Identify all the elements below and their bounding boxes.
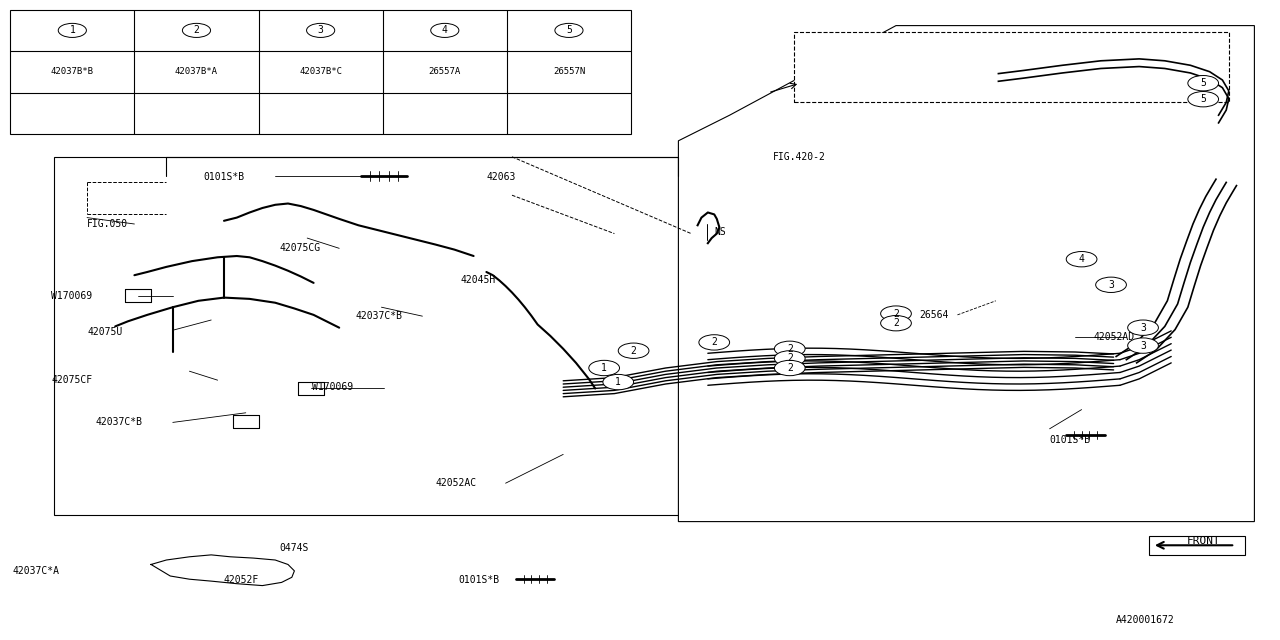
Text: 26564: 26564 bbox=[919, 310, 948, 320]
Circle shape bbox=[1096, 277, 1126, 292]
Text: 3: 3 bbox=[1108, 280, 1114, 290]
Text: 42037B*C: 42037B*C bbox=[300, 67, 342, 77]
Text: 42075CF: 42075CF bbox=[51, 375, 92, 385]
Text: 42052F: 42052F bbox=[224, 575, 260, 586]
Text: 26557A: 26557A bbox=[429, 67, 461, 77]
Text: FIG.420-2: FIG.420-2 bbox=[773, 152, 826, 162]
Circle shape bbox=[603, 374, 634, 390]
Circle shape bbox=[589, 360, 620, 376]
Text: 1: 1 bbox=[69, 26, 76, 35]
Text: 3: 3 bbox=[317, 26, 324, 35]
Text: 5: 5 bbox=[566, 26, 572, 35]
Text: A420001672: A420001672 bbox=[1116, 614, 1175, 625]
Text: 0101S*B: 0101S*B bbox=[1050, 435, 1091, 445]
Text: W170069: W170069 bbox=[312, 382, 353, 392]
Bar bbox=[1149, 536, 1245, 555]
Text: 4: 4 bbox=[442, 26, 448, 35]
Circle shape bbox=[1128, 338, 1158, 353]
Circle shape bbox=[556, 23, 584, 37]
Text: 0101S*B: 0101S*B bbox=[458, 575, 499, 586]
Text: 42052AD: 42052AD bbox=[1093, 332, 1134, 342]
Text: 2: 2 bbox=[787, 344, 792, 354]
Text: 42037C*B: 42037C*B bbox=[356, 311, 403, 321]
Circle shape bbox=[430, 23, 460, 37]
Text: 42063: 42063 bbox=[486, 172, 516, 182]
Circle shape bbox=[618, 343, 649, 358]
Text: FRONT: FRONT bbox=[1187, 536, 1220, 546]
Text: 3: 3 bbox=[1140, 340, 1146, 351]
Circle shape bbox=[774, 341, 805, 356]
Text: 42052AC: 42052AC bbox=[435, 478, 476, 488]
Text: 5: 5 bbox=[1201, 94, 1206, 104]
Text: 1: 1 bbox=[602, 363, 607, 373]
Circle shape bbox=[183, 23, 210, 37]
Text: 42037B*B: 42037B*B bbox=[51, 67, 93, 77]
Text: 2: 2 bbox=[787, 363, 792, 373]
Text: 2: 2 bbox=[712, 337, 717, 348]
Text: 4: 4 bbox=[1079, 254, 1084, 264]
Text: 42075U: 42075U bbox=[87, 326, 123, 337]
Text: 2: 2 bbox=[893, 318, 899, 328]
Text: 42045H: 42045H bbox=[461, 275, 497, 285]
Text: 42075CG: 42075CG bbox=[279, 243, 320, 253]
Bar bbox=[794, 32, 1229, 102]
Text: 0101S*B: 0101S*B bbox=[204, 172, 244, 182]
Circle shape bbox=[699, 335, 730, 350]
Circle shape bbox=[59, 23, 87, 37]
Text: W170069: W170069 bbox=[51, 291, 92, 301]
Text: 5: 5 bbox=[1201, 78, 1206, 88]
Circle shape bbox=[881, 306, 911, 321]
Text: 42037B*A: 42037B*A bbox=[175, 67, 218, 77]
Polygon shape bbox=[678, 26, 1254, 522]
Text: 42037C*A: 42037C*A bbox=[13, 566, 60, 576]
Text: 26557N: 26557N bbox=[553, 67, 585, 77]
Text: 42037C*B: 42037C*B bbox=[96, 417, 143, 428]
Circle shape bbox=[774, 351, 805, 366]
Bar bbox=[10, 10, 631, 134]
Text: 3: 3 bbox=[1140, 323, 1146, 333]
Text: 0474S: 0474S bbox=[279, 543, 308, 554]
Circle shape bbox=[1188, 92, 1219, 107]
Circle shape bbox=[1188, 76, 1219, 91]
Text: 2: 2 bbox=[787, 353, 792, 364]
Text: 2: 2 bbox=[893, 308, 899, 319]
Circle shape bbox=[306, 23, 335, 37]
Circle shape bbox=[1128, 320, 1158, 335]
Text: NS: NS bbox=[714, 227, 726, 237]
Text: FIG.050: FIG.050 bbox=[87, 219, 128, 229]
Circle shape bbox=[1066, 252, 1097, 267]
Circle shape bbox=[881, 316, 911, 331]
Text: 2: 2 bbox=[193, 26, 200, 35]
Text: 1: 1 bbox=[616, 377, 621, 387]
Text: 2: 2 bbox=[631, 346, 636, 356]
Circle shape bbox=[774, 360, 805, 376]
Bar bbox=[54, 157, 687, 515]
